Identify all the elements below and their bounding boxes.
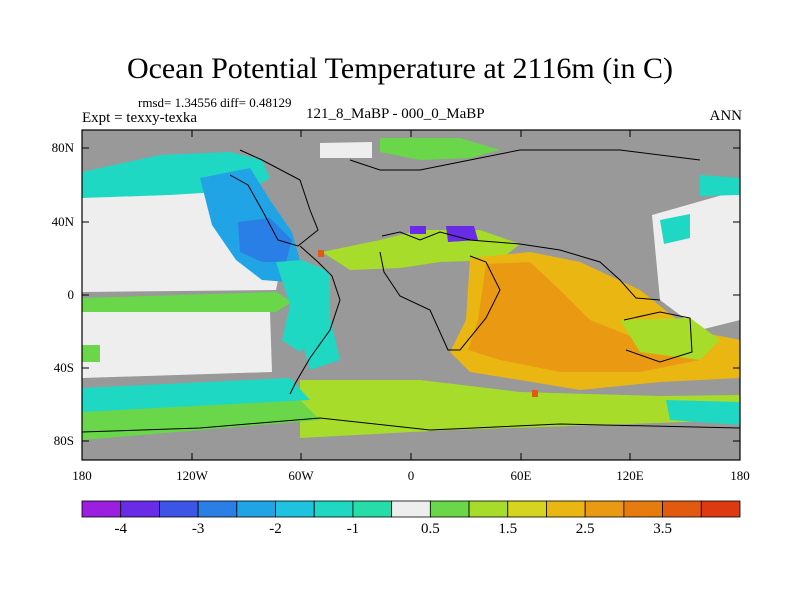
colorbar-swatch xyxy=(159,500,199,518)
lat-tick-label: 80S xyxy=(54,433,74,448)
colorbar-label: -3 xyxy=(192,521,205,537)
ocean-mediterranean-purple xyxy=(446,226,478,242)
colorbar-swatch xyxy=(236,500,276,518)
colorbar-swatch xyxy=(662,500,702,518)
difference-label: 121_8_MaBP - 000_0_MaBP xyxy=(306,106,485,122)
colorbar-swatch xyxy=(120,500,160,518)
colorbar-label: -4 xyxy=(114,521,127,537)
colorbar-swatch xyxy=(197,500,238,518)
colorbar-swatch xyxy=(468,500,509,518)
lon-tick-label: 120E xyxy=(616,468,644,483)
ocean-south-pacific xyxy=(82,312,272,378)
colorbar-label: -1 xyxy=(347,521,360,537)
lon-tick-label: 180 xyxy=(72,468,92,483)
ocean-pacific-east-teal xyxy=(660,214,690,244)
lon-tick-label: 60E xyxy=(511,468,532,483)
ocean-pacific-east-arctic xyxy=(700,175,740,196)
ocean-southern-teal xyxy=(82,378,310,412)
colorbar-swatch xyxy=(81,500,122,518)
hotspot-south xyxy=(532,390,538,397)
colorbar-swatch xyxy=(507,500,547,518)
colorbar-labels: -4 -3 -2 -1 0.5 1.5 2.5 3.5 xyxy=(114,521,672,537)
lon-tick-label: 60W xyxy=(288,468,314,483)
stats-label: rmsd= 1.34556 diff= 0.48129 xyxy=(138,95,292,110)
ocean-south-east-teal xyxy=(666,400,740,425)
colorbar xyxy=(81,500,741,518)
colorbar-swatch xyxy=(391,500,431,518)
ocean-indian-east-green xyxy=(620,318,720,360)
colorbar-swatch xyxy=(584,500,625,518)
colorbar-label: 2.5 xyxy=(576,521,595,537)
ocean-arctic-green xyxy=(380,138,500,160)
lat-tick-label: 0 xyxy=(68,287,75,302)
lon-tick-label: 180 xyxy=(730,468,750,483)
lon-axis: 180 120W 60W 0 60E 120E 180 xyxy=(72,130,750,483)
hotspot-atlantic xyxy=(318,250,324,257)
ocean-north-atlantic-deep xyxy=(238,218,292,262)
lon-tick-label: 0 xyxy=(408,468,415,483)
colorbar-label: 0.5 xyxy=(421,521,440,537)
coastlines xyxy=(82,149,740,433)
lat-tick-label: 80N xyxy=(52,140,75,155)
colorbar-label: 1.5 xyxy=(498,521,517,537)
lat-axis: 80N 40N 0 40S 80S xyxy=(52,140,740,448)
lat-tick-label: 40S xyxy=(54,360,74,375)
ocean-mediterranean-purple-west xyxy=(410,226,426,234)
experiment-label: Expt = texxy-texka xyxy=(82,110,198,126)
map-plot-area xyxy=(82,130,740,460)
colorbar-label: -2 xyxy=(269,521,282,537)
colorbar-swatch xyxy=(546,500,586,518)
ocean-arctic-white xyxy=(320,142,372,158)
colorbar-swatch xyxy=(623,500,663,518)
ocean-south-pacific-band xyxy=(82,345,100,362)
colorbar-swatch xyxy=(313,500,354,518)
colorbar-swatch xyxy=(429,500,470,518)
map-title: Ocean Potential Temperature at 2116m (in… xyxy=(126,52,674,85)
colorbar-swatch xyxy=(275,500,315,518)
season-label: ANN xyxy=(709,108,743,124)
colorbar-swatch xyxy=(352,500,393,518)
colorbar-swatch xyxy=(700,500,741,518)
colorbar-label: 3.5 xyxy=(653,521,672,537)
ocean-pacific-equator-band xyxy=(82,292,292,312)
lon-tick-label: 120W xyxy=(176,468,209,483)
ocean-southern-green xyxy=(300,380,740,438)
lat-tick-label: 40N xyxy=(52,214,75,229)
